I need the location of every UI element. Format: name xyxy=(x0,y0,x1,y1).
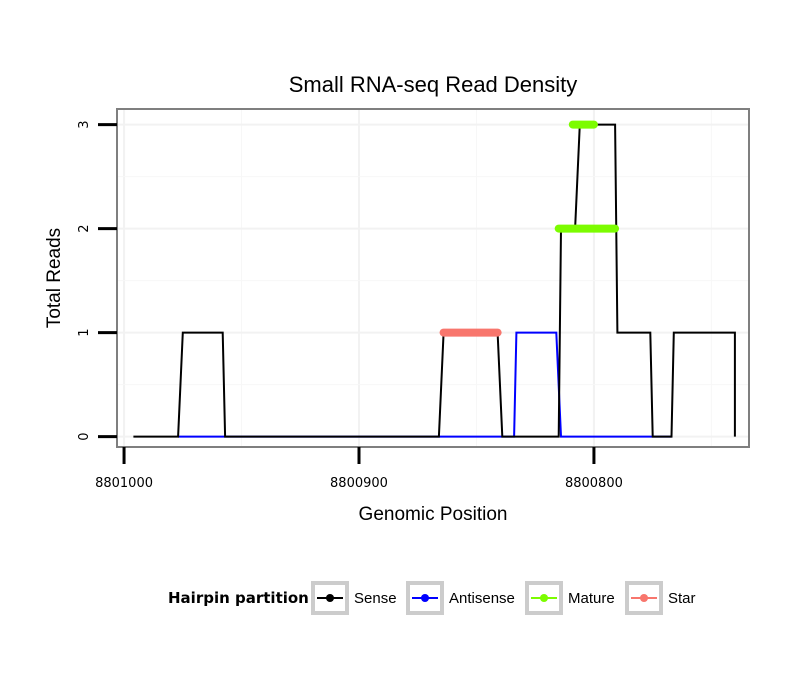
x-axis-title: Genomic Position xyxy=(359,504,508,525)
series-layer xyxy=(133,120,736,438)
x-tick-label: 8801000 xyxy=(95,476,153,491)
y-tick-label: 3 xyxy=(77,120,92,128)
legend-label-star: Star xyxy=(668,590,696,607)
plot-panel xyxy=(117,109,749,447)
series-antisense-line xyxy=(178,331,672,438)
x-tick-label: 8800900 xyxy=(330,476,388,491)
legend-label-mature: Mature xyxy=(568,590,615,607)
legend-key-point xyxy=(326,594,334,602)
legend-label-antisense: Antisense xyxy=(449,590,515,607)
legend-key-point xyxy=(421,594,429,602)
plot-panel-border xyxy=(116,108,750,448)
legend-key-point xyxy=(640,594,648,602)
legend-title: Hairpin partition xyxy=(168,589,309,607)
x-tick-label: 8800800 xyxy=(565,476,623,491)
y-tick-label: 2 xyxy=(77,224,92,232)
legend-label-sense: Sense xyxy=(354,590,397,607)
y-tick-label: 1 xyxy=(77,328,92,336)
y-tick-label: 0 xyxy=(77,432,92,440)
legend: Hairpin partition Sense Antisense Mature St… xyxy=(168,581,696,615)
x-axis: 8801000 8800900 8800800 xyxy=(95,447,623,491)
legend-key-point xyxy=(540,594,548,602)
chart-title: Small RNA-seq Read Density xyxy=(289,72,578,97)
y-axis: 0 1 2 3 xyxy=(77,120,117,441)
y-axis-title: Total Reads xyxy=(44,228,65,328)
